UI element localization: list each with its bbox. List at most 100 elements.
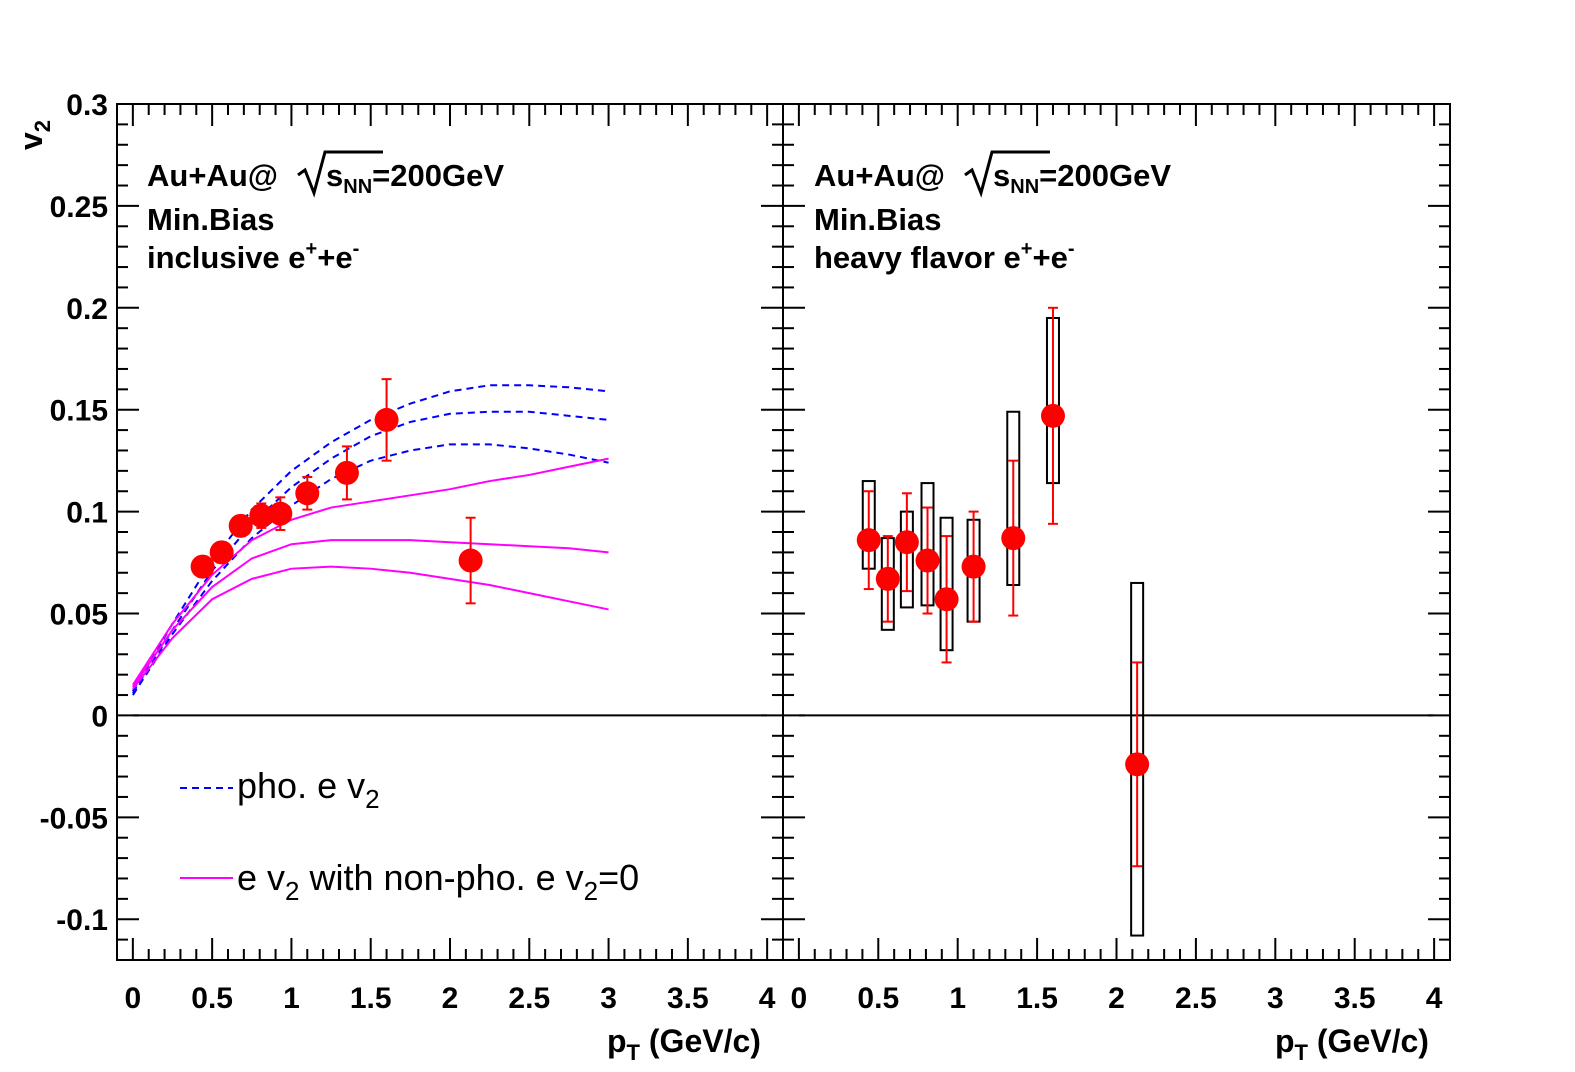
data-point: [1001, 526, 1026, 551]
x-tick-label: 3.5: [1334, 982, 1376, 1015]
y-tick-label: -0.1: [56, 904, 108, 937]
data-point: [190, 554, 215, 579]
right-sqrt-sign: [964, 150, 1050, 198]
legend-solid-label-mid: with non-pho. e v: [300, 857, 584, 898]
y-tick-label: 0.05: [50, 599, 108, 632]
x-tick-label: 1.5: [1016, 982, 1058, 1015]
right-annotation-line1: Au+Au@: [814, 158, 945, 193]
right-axis-ticks: [783, 103, 1450, 961]
right-x-axis-title-rest: (GeV/c): [1308, 1023, 1429, 1059]
data-point: [295, 481, 320, 506]
x-tick-label: 3.5: [667, 982, 709, 1015]
right-annotation-nn: NN: [1010, 176, 1039, 198]
right-x-tick-labels: 0 0.5 1 1.5 2 2.5 3 3.5 4: [791, 982, 1443, 1015]
data-point: [934, 587, 959, 612]
data-point: [915, 548, 940, 573]
y-tick-label: 0.2: [66, 293, 108, 326]
x-tick-label: 3: [1267, 982, 1284, 1015]
x-tick-label: 2.5: [1175, 982, 1217, 1015]
right-panel: 0 0.5 1 1.5 2 2.5 3 3.5 4 pT (GeV/c) Au+Au@ sNN=…: [782, 103, 1451, 1065]
y-tick-label: 0: [91, 700, 108, 733]
right-x-axis-title-main: p: [1275, 1023, 1295, 1059]
right-x-axis-title: pT (GeV/c): [1275, 1023, 1429, 1065]
legend-solid-label: e v2 with non-pho. e v2=0: [237, 857, 639, 906]
nonphotonic-zero-curve: [132, 457, 609, 686]
legend-solid-label-pre: e v: [237, 857, 285, 898]
right-data-points: [856, 306, 1150, 868]
x-tick-label: 2: [442, 982, 459, 1015]
legend: pho. e v2 e v2 with non-pho. e v2=0: [180, 765, 639, 906]
y-axis-title-main: v: [13, 132, 49, 150]
right-x-axis-title-sub: T: [1295, 1040, 1309, 1065]
left-panel: 0 0.5 1 1.5 2 2.5 3 3.5 4 0.30.250.20.150.10.050…: [13, 89, 784, 1065]
left-annotation-s: s: [326, 158, 343, 193]
x-tick-label: 1.5: [350, 982, 392, 1015]
data-point: [1040, 403, 1065, 428]
data-point: [268, 501, 293, 526]
left-annotation-line3-pre: inclusive e: [147, 240, 306, 275]
legend-dashed-label-main: pho. e v: [237, 765, 365, 806]
left-x-axis-title-main: p: [607, 1023, 627, 1059]
photonic-v2-curve: [131, 384, 609, 692]
left-data-points: [190, 378, 483, 605]
data-point: [209, 540, 234, 565]
left-x-tick-labels: 0 0.5 1 1.5 2 2.5 3 3.5 4: [125, 982, 776, 1015]
y-axis-title: v2: [13, 120, 55, 150]
left-annotation-line3: inclusive e++e-: [147, 238, 359, 275]
y-tick-label: 0.15: [50, 395, 108, 428]
left-x-axis-title-rest: (GeV/c): [640, 1023, 761, 1059]
y-tick-label: 0.3: [66, 89, 108, 122]
left-annotation-line2: Min.Bias: [147, 202, 274, 237]
data-point: [228, 513, 253, 538]
data-point: [458, 548, 483, 573]
left-annotation-line3-mid: +e: [317, 240, 352, 275]
left-x-axis-title: pT (GeV/c): [607, 1023, 761, 1065]
x-tick-label: 3: [600, 982, 617, 1015]
legend-solid-label-sub2: 2: [584, 876, 598, 906]
right-annotation-s: s: [993, 158, 1010, 193]
data-point: [961, 554, 986, 579]
legend-solid-label-sub1: 2: [285, 876, 299, 906]
data-point: [1125, 752, 1150, 777]
right-annotation-line1-pre: Au+Au@: [814, 158, 945, 193]
y-tick-label: 0.1: [66, 497, 108, 530]
left-annotation-line1-pre: Au+Au@: [147, 158, 278, 193]
right-annotation-line3-pre: heavy flavor e: [814, 240, 1021, 275]
right-annotation-line3-sup2: -: [1068, 238, 1075, 260]
x-tick-label: 0: [791, 982, 808, 1015]
right-annotation-line1-rest: sNN=200GeV: [993, 158, 1171, 198]
x-tick-label: 4: [759, 982, 776, 1015]
legend-dashed-label: pho. e v2: [237, 765, 380, 814]
left-x-axis-title-sub: T: [627, 1040, 641, 1065]
right-annotation-line2: Min.Bias: [814, 202, 941, 237]
nonphotonic-zero-curve: [132, 565, 609, 690]
right-annotation-line3-mid: +e: [1032, 240, 1067, 275]
y-axis-title-sub: 2: [30, 120, 55, 132]
right-annotation-line3: heavy flavor e++e-: [814, 238, 1075, 275]
left-axis-ticks: [117, 103, 783, 961]
y-tick-label: -0.05: [40, 802, 108, 835]
x-tick-label: 1: [283, 982, 300, 1015]
left-annotation-energy: =200GeV: [372, 158, 504, 193]
legend-solid-label-post: =0: [598, 857, 639, 898]
right-annotation: Au+Au@ sNN=200GeV Min.Bias heavy flavor …: [814, 150, 1171, 275]
left-annotation-line1: Au+Au@: [147, 158, 278, 193]
photonic-v2-curve: [132, 443, 609, 696]
x-tick-label: 0: [125, 982, 142, 1015]
data-point: [334, 460, 359, 485]
left-sqrt-sign: [297, 150, 383, 198]
left-annotation-line3-sup1: +: [306, 238, 318, 260]
data-point: [894, 530, 919, 555]
legend-dashed-label-sub: 2: [365, 784, 379, 814]
left-annotation-line1-rest: sNN=200GeV: [326, 158, 504, 198]
x-tick-label: 0.5: [191, 982, 233, 1015]
nonphotonic-zero-curve: [132, 539, 609, 688]
left-annotation: Au+Au@ sNN=200GeV Min.Bias inclusive e++…: [147, 150, 504, 275]
left-annotation-nn: NN: [343, 176, 372, 198]
x-tick-label: 2: [1108, 982, 1125, 1015]
data-point: [856, 528, 881, 553]
data-point: [249, 503, 274, 528]
right-annotation-energy: =200GeV: [1039, 158, 1171, 193]
